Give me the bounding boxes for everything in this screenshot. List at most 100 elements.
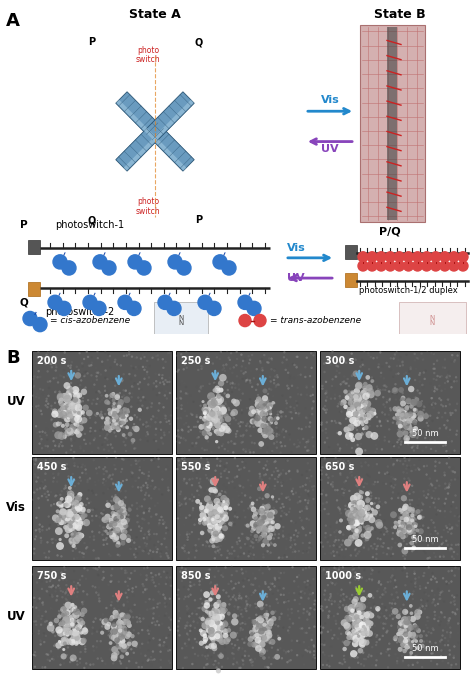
Circle shape: [402, 514, 405, 517]
Circle shape: [279, 452, 282, 454]
Circle shape: [409, 517, 411, 519]
Circle shape: [449, 261, 459, 271]
Circle shape: [447, 662, 449, 664]
Circle shape: [401, 637, 406, 641]
Circle shape: [331, 603, 333, 605]
Circle shape: [165, 526, 167, 529]
Circle shape: [267, 666, 269, 669]
Circle shape: [101, 425, 104, 428]
Circle shape: [230, 352, 232, 354]
Circle shape: [138, 545, 141, 548]
Circle shape: [273, 530, 276, 533]
Circle shape: [102, 543, 105, 546]
Circle shape: [165, 612, 168, 615]
Circle shape: [308, 547, 310, 549]
Circle shape: [212, 390, 214, 392]
Text: photo
switch: photo switch: [136, 46, 160, 64]
Circle shape: [159, 555, 162, 558]
Circle shape: [351, 615, 356, 620]
Circle shape: [293, 599, 296, 601]
Circle shape: [70, 619, 74, 623]
Circle shape: [288, 403, 291, 406]
Circle shape: [245, 601, 247, 603]
Circle shape: [348, 615, 351, 618]
Circle shape: [73, 624, 76, 627]
Circle shape: [359, 445, 361, 448]
Circle shape: [263, 423, 269, 428]
Circle shape: [42, 389, 44, 391]
Circle shape: [331, 481, 334, 484]
Circle shape: [195, 613, 198, 616]
Circle shape: [356, 381, 363, 389]
Circle shape: [255, 520, 261, 525]
Circle shape: [345, 431, 347, 434]
Circle shape: [33, 654, 35, 656]
Circle shape: [210, 422, 212, 424]
Circle shape: [312, 578, 315, 580]
Circle shape: [405, 519, 407, 521]
Circle shape: [267, 428, 273, 433]
Circle shape: [414, 524, 417, 528]
Circle shape: [250, 661, 253, 664]
Circle shape: [325, 428, 327, 430]
Circle shape: [328, 654, 330, 657]
Circle shape: [116, 629, 120, 633]
Circle shape: [438, 442, 440, 445]
Circle shape: [259, 418, 264, 423]
Circle shape: [46, 528, 48, 531]
Circle shape: [122, 642, 126, 646]
Circle shape: [217, 599, 221, 604]
Circle shape: [360, 399, 363, 402]
Circle shape: [122, 433, 126, 437]
Circle shape: [158, 573, 160, 575]
Circle shape: [406, 628, 410, 632]
Circle shape: [122, 389, 125, 392]
Circle shape: [70, 439, 73, 442]
Circle shape: [39, 639, 42, 642]
Circle shape: [346, 378, 349, 380]
Circle shape: [425, 605, 428, 607]
Circle shape: [45, 556, 47, 558]
Circle shape: [356, 590, 359, 592]
Circle shape: [62, 545, 64, 547]
Circle shape: [345, 362, 347, 364]
Circle shape: [401, 521, 405, 526]
Circle shape: [123, 629, 125, 631]
Circle shape: [160, 516, 163, 518]
Circle shape: [406, 464, 409, 467]
Circle shape: [221, 368, 224, 371]
Circle shape: [257, 633, 261, 637]
Circle shape: [64, 626, 66, 628]
Circle shape: [280, 629, 283, 631]
Circle shape: [401, 518, 403, 520]
Circle shape: [66, 642, 68, 644]
Circle shape: [105, 434, 108, 437]
Circle shape: [287, 496, 290, 498]
Circle shape: [350, 609, 355, 613]
Circle shape: [190, 429, 192, 431]
Circle shape: [163, 641, 165, 644]
Circle shape: [118, 624, 122, 628]
Circle shape: [67, 501, 70, 503]
Circle shape: [368, 368, 370, 370]
Circle shape: [200, 541, 202, 543]
Circle shape: [90, 501, 92, 503]
Circle shape: [152, 612, 155, 615]
Circle shape: [355, 528, 359, 533]
Circle shape: [132, 426, 135, 430]
Circle shape: [112, 379, 115, 381]
Circle shape: [112, 513, 118, 520]
Circle shape: [331, 350, 334, 353]
Circle shape: [99, 435, 101, 437]
Circle shape: [334, 600, 336, 603]
Circle shape: [400, 413, 406, 419]
Circle shape: [262, 417, 265, 419]
Circle shape: [124, 628, 127, 631]
Circle shape: [35, 535, 37, 538]
Circle shape: [359, 420, 363, 424]
Circle shape: [379, 616, 381, 618]
Circle shape: [417, 411, 424, 417]
Circle shape: [343, 526, 346, 528]
Circle shape: [270, 610, 275, 615]
Circle shape: [186, 531, 189, 533]
